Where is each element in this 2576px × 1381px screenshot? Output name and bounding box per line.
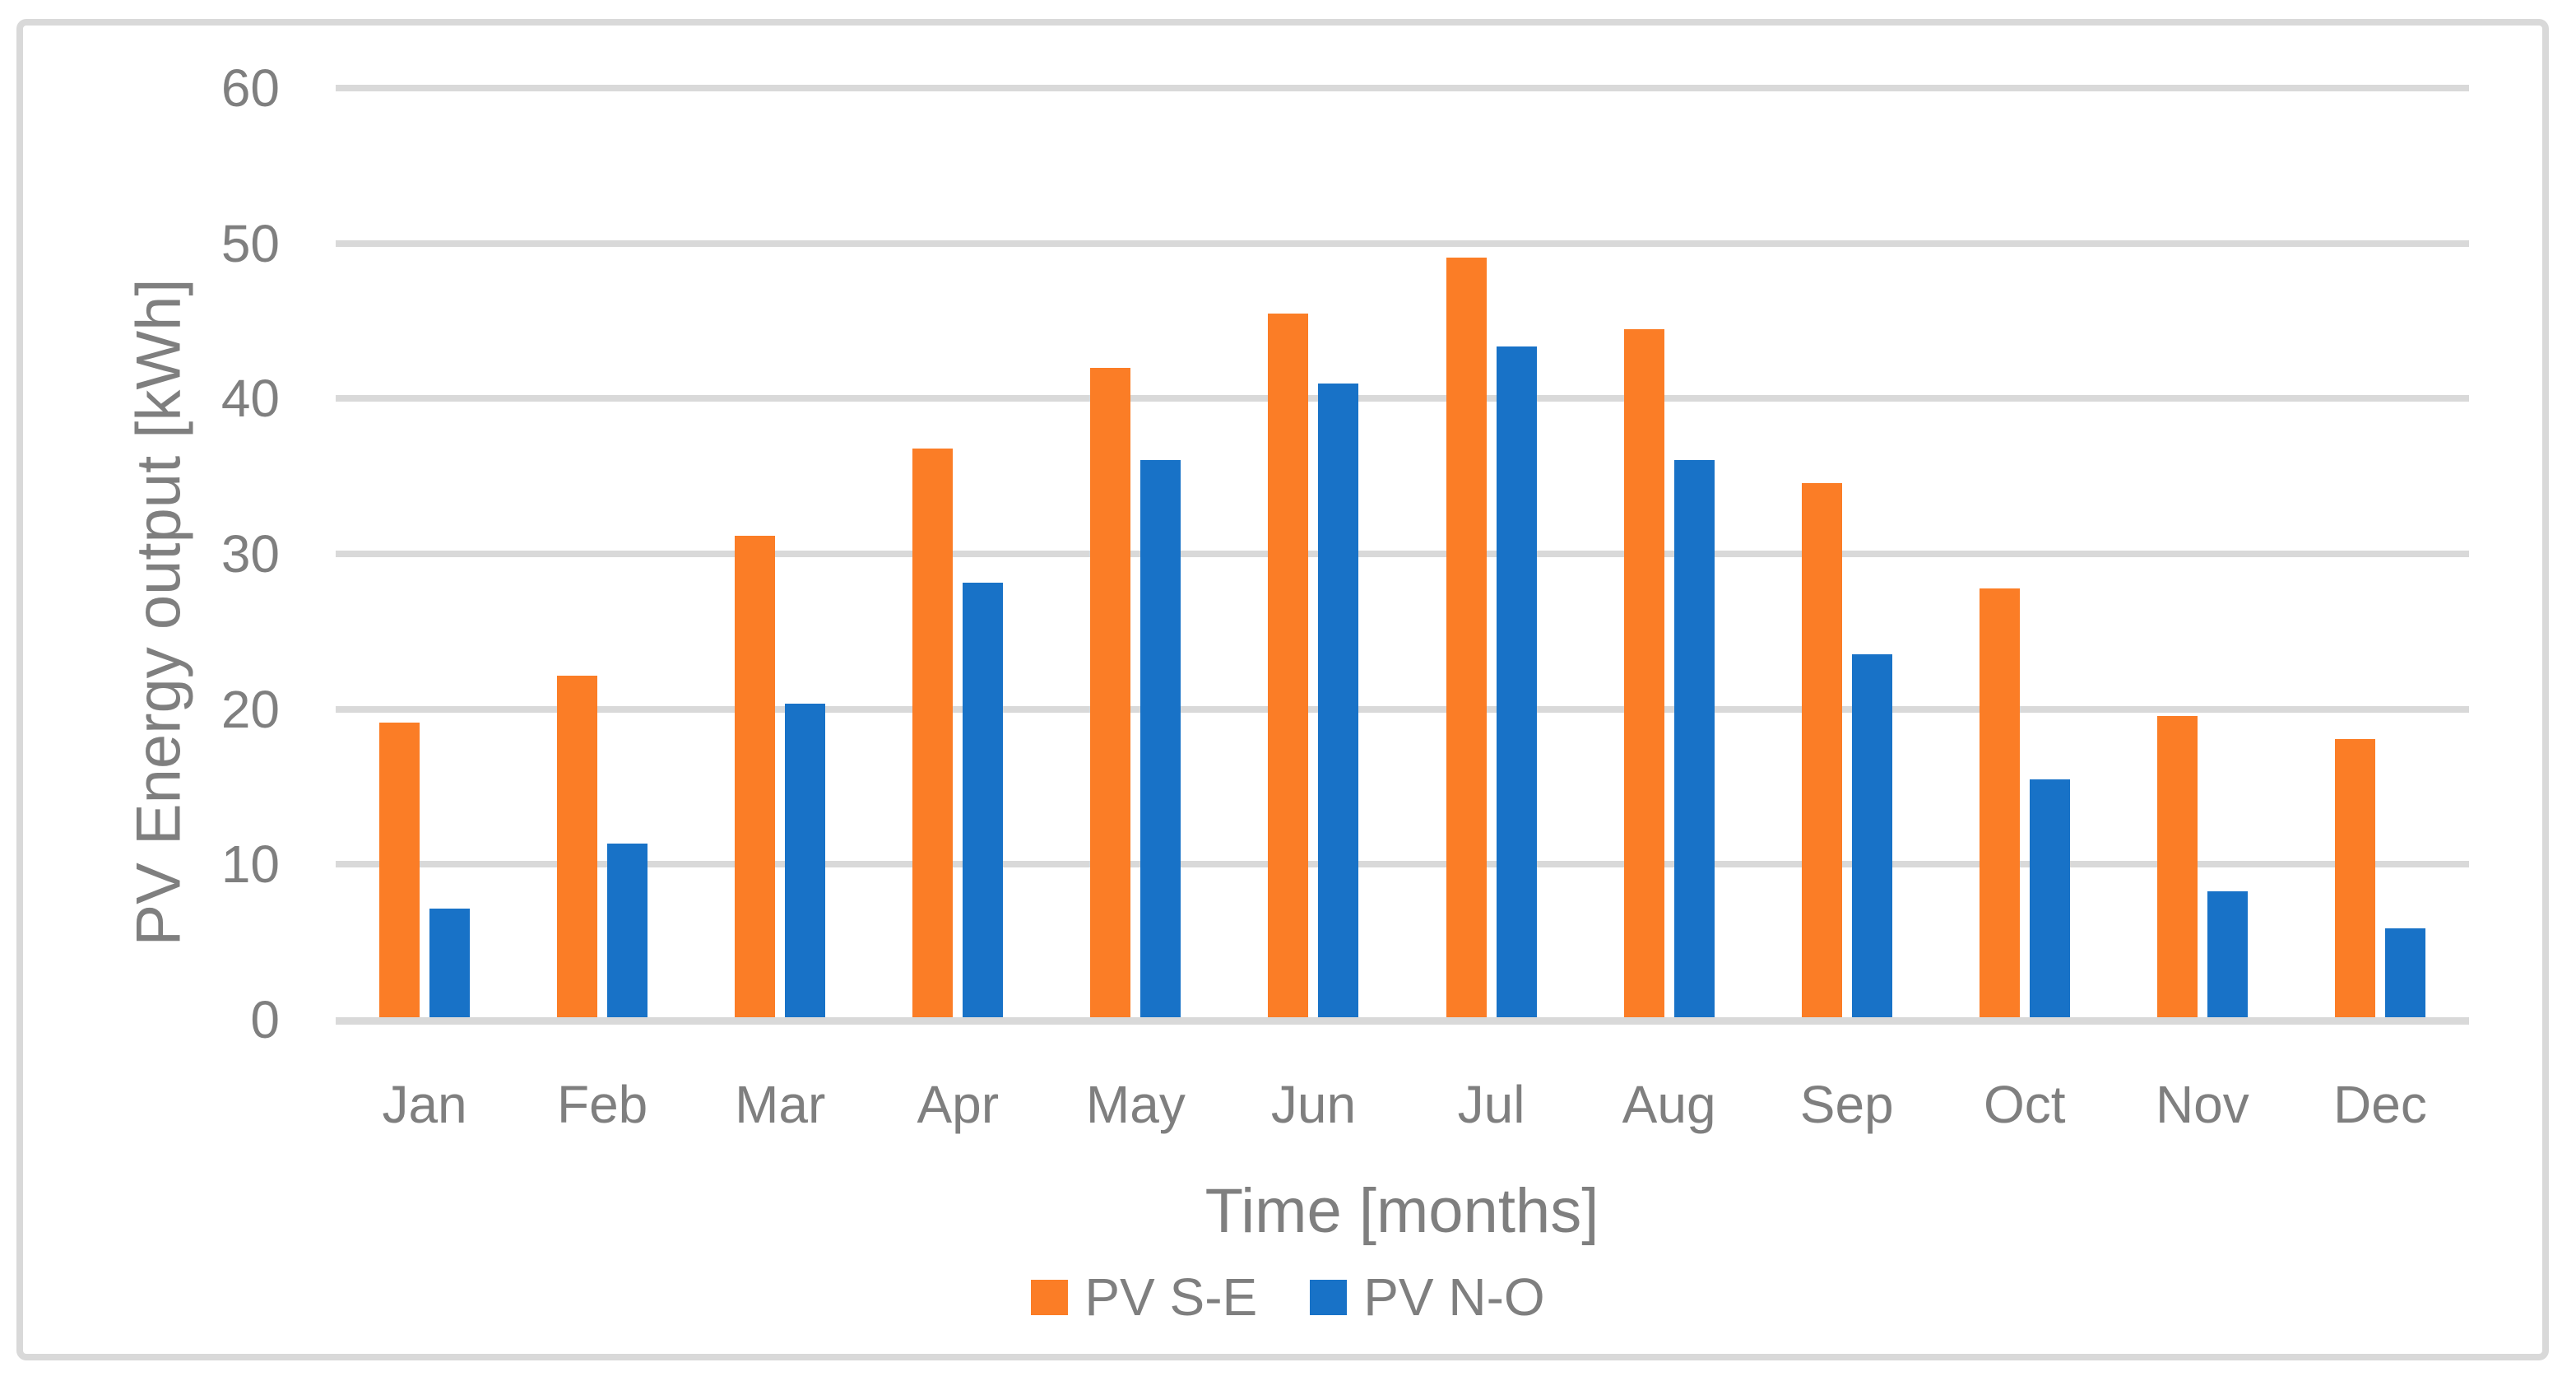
y-tick-label-10: 10 — [220, 835, 280, 895]
x-tick-label-nov: Nov — [2155, 1075, 2249, 1134]
y-tick-label-0: 0 — [250, 990, 280, 1049]
bar-pv-n-o-mar — [785, 703, 826, 1017]
legend-label-pv-s-e: PV S-E — [1084, 1267, 1258, 1327]
bar-pv-n-o-dec — [2384, 928, 2425, 1017]
y-tick-label-30: 30 — [220, 524, 280, 584]
legend: PV S-E PV N-O — [0, 1271, 2576, 1323]
legend-swatch-pv-n-o — [1310, 1279, 1348, 1315]
bar-pv-s-e-dec — [2334, 739, 2375, 1017]
bar-pv-s-e-may — [1090, 368, 1131, 1017]
y-tick-label-20: 20 — [220, 679, 280, 739]
bar-pv-s-e-jul — [1446, 258, 1487, 1017]
gridline-y-20 — [336, 705, 2469, 713]
x-tick-label-feb: Feb — [556, 1075, 648, 1134]
legend-item-pv-n-o: PV N-O — [1310, 1267, 1545, 1327]
bar-pv-n-o-nov — [2207, 891, 2248, 1017]
y-tick-label-60: 60 — [220, 58, 280, 118]
bar-pv-s-e-apr — [912, 449, 954, 1017]
bar-pv-n-o-feb — [607, 843, 648, 1017]
bar-pv-n-o-apr — [963, 582, 1004, 1017]
y-tick-label-40: 40 — [220, 369, 280, 429]
y-tick-label-50: 50 — [220, 213, 280, 273]
x-tick-label-jul: Jul — [1457, 1075, 1525, 1134]
x-tick-label-oct: Oct — [1984, 1075, 2066, 1134]
x-tick-label-apr: Apr — [917, 1075, 1000, 1134]
gridline-y-10 — [336, 861, 2469, 868]
gridline-y-50 — [336, 239, 2469, 247]
x-tick-label-aug: Aug — [1622, 1075, 1716, 1134]
bar-pv-s-e-oct — [1979, 588, 2020, 1017]
bar-pv-s-e-jan — [379, 722, 420, 1017]
bar-pv-s-e-nov — [2156, 715, 2198, 1017]
gridline-y-40 — [336, 395, 2469, 402]
bar-pv-n-o-may — [1140, 459, 1181, 1017]
legend-item-pv-s-e: PV S-E — [1031, 1271, 1257, 1323]
x-axis-line — [336, 1017, 2469, 1025]
bar-pv-s-e-sep — [1801, 482, 1842, 1017]
legend-swatch-pv-s-e — [1031, 1279, 1069, 1315]
bar-pv-n-o-jul — [1496, 346, 1537, 1017]
x-tick-label-jan: Jan — [382, 1075, 467, 1134]
x-axis-title: Time [months] — [1204, 1176, 1599, 1246]
x-tick-label-jun: Jun — [1270, 1075, 1357, 1134]
bar-pv-s-e-mar — [735, 536, 776, 1017]
chart-outer-border — [16, 19, 2549, 1360]
bar-pv-s-e-feb — [557, 675, 598, 1017]
legend-label-pv-n-o: PV N-O — [1363, 1267, 1545, 1327]
bar-pv-s-e-aug — [1623, 329, 1664, 1017]
x-tick-label-may: May — [1085, 1075, 1186, 1134]
x-tick-label-mar: Mar — [735, 1075, 826, 1134]
bar-pv-n-o-sep — [1851, 653, 1892, 1017]
bar-pv-n-o-aug — [1673, 459, 1715, 1017]
x-tick-label-dec: Dec — [2333, 1075, 2427, 1134]
x-tick-label-sep: Sep — [1799, 1075, 1894, 1134]
gridline-y-30 — [336, 551, 2469, 557]
bar-pv-n-o-jan — [429, 908, 471, 1017]
gridline-y-60 — [336, 85, 2469, 91]
bar-pv-n-o-oct — [2029, 779, 2070, 1017]
bar-pv-n-o-jun — [1318, 384, 1359, 1017]
bar-pv-s-e-jun — [1268, 314, 1309, 1017]
